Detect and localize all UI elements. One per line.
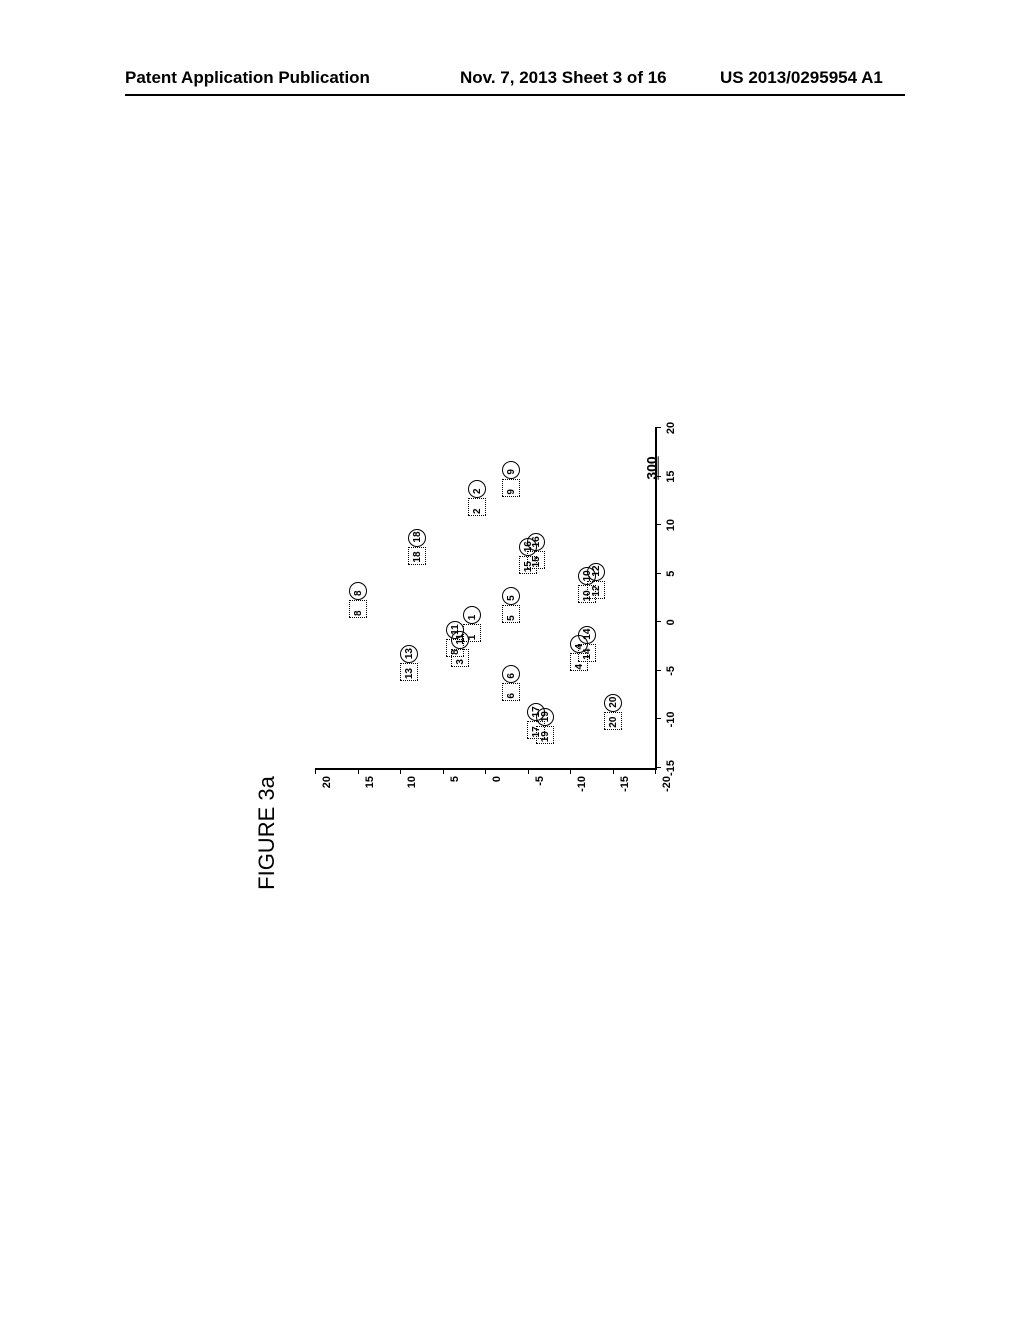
x-tick <box>655 476 661 477</box>
true-label: 12 <box>591 565 602 576</box>
x-tick-label: -15 <box>665 760 677 776</box>
x-tick <box>655 524 661 525</box>
y-tick <box>570 768 571 774</box>
y-tick-label: 0 <box>491 776 503 796</box>
x-tick <box>655 573 661 574</box>
y-tick-label: 20 <box>321 776 333 796</box>
true-label: 13 <box>404 648 415 659</box>
y-tick <box>358 768 359 774</box>
true-label: 20 <box>608 697 619 708</box>
y-tick <box>613 768 614 774</box>
estimate-label: 3 <box>455 659 466 665</box>
y-tick <box>528 768 529 774</box>
axis-box: -15-10-505101520-20-15-10-50510152088131… <box>315 428 657 770</box>
true-label: 16 <box>531 536 542 547</box>
estimate-label: 15 <box>531 556 542 567</box>
x-tick <box>655 621 661 622</box>
estimate-label: 12 <box>591 585 602 596</box>
y-tick <box>315 768 316 774</box>
y-tick-label: 15 <box>364 776 376 796</box>
true-label: 8 <box>353 590 364 596</box>
x-tick-label: 20 <box>665 422 677 434</box>
x-tick-label: 5 <box>665 571 677 577</box>
estimate-label: 2 <box>472 508 483 514</box>
y-tick-label: 5 <box>449 776 461 796</box>
estimate-label: 20 <box>608 717 619 728</box>
true-label: 2 <box>472 488 483 494</box>
estimate-label: 1 <box>467 635 478 641</box>
estimate-label: 5 <box>506 615 517 621</box>
estimate-label: 8 <box>353 610 364 616</box>
estimate-label: 4 <box>574 664 585 670</box>
true-label: 19 <box>540 711 551 722</box>
estimate-label: 18 <box>412 551 423 562</box>
estimate-label: 8 <box>450 649 461 655</box>
estimate-label: 13 <box>404 668 415 679</box>
true-label: 14 <box>582 629 593 640</box>
figure-container: 300 -15-10-505101520-20-15-10-5051015208… <box>250 420 750 900</box>
y-tick <box>400 768 401 774</box>
true-label: 5 <box>506 595 517 601</box>
x-tick-label: 0 <box>665 619 677 625</box>
x-tick-label: -10 <box>665 711 677 727</box>
header-sheet: Nov. 7, 2013 Sheet 3 of 16 <box>460 68 667 88</box>
y-tick <box>655 768 656 774</box>
true-label: 9 <box>506 469 517 475</box>
x-tick-label: 15 <box>665 470 677 482</box>
x-tick-label: 10 <box>665 519 677 531</box>
y-tick-label: -20 <box>661 776 673 796</box>
true-label: 18 <box>412 531 423 542</box>
x-tick <box>655 718 661 719</box>
y-tick-label: -15 <box>619 776 631 796</box>
y-tick <box>485 768 486 774</box>
y-tick-label: -5 <box>534 776 546 796</box>
estimate-label: 6 <box>506 693 517 699</box>
figure-caption: FIGURE 3a <box>254 776 280 890</box>
estimate-label: 9 <box>506 489 517 495</box>
header-pubnumber: US 2013/0295954 A1 <box>720 68 883 88</box>
x-tick-label: -5 <box>665 666 677 676</box>
scatter-plot: -15-10-505101520-20-15-10-50510152088131… <box>305 415 695 815</box>
x-tick <box>655 670 661 671</box>
y-tick-label: -10 <box>576 776 588 796</box>
y-tick-label: 10 <box>406 776 418 796</box>
true-label: 11 <box>450 624 461 635</box>
y-tick <box>443 768 444 774</box>
estimate-label: 19 <box>540 731 551 742</box>
true-label: 1 <box>467 615 478 621</box>
x-tick <box>655 427 661 428</box>
estimate-label: 14 <box>582 649 593 660</box>
header-rule <box>125 94 905 96</box>
header-publication: Patent Application Publication <box>125 68 370 88</box>
true-label: 6 <box>506 673 517 679</box>
